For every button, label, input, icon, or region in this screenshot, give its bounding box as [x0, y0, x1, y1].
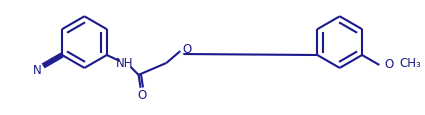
Text: O: O — [183, 42, 192, 55]
Text: CH₃: CH₃ — [399, 57, 421, 70]
Text: O: O — [384, 58, 394, 71]
Text: O: O — [137, 88, 146, 101]
Text: NH: NH — [116, 57, 133, 70]
Text: N: N — [33, 63, 42, 76]
